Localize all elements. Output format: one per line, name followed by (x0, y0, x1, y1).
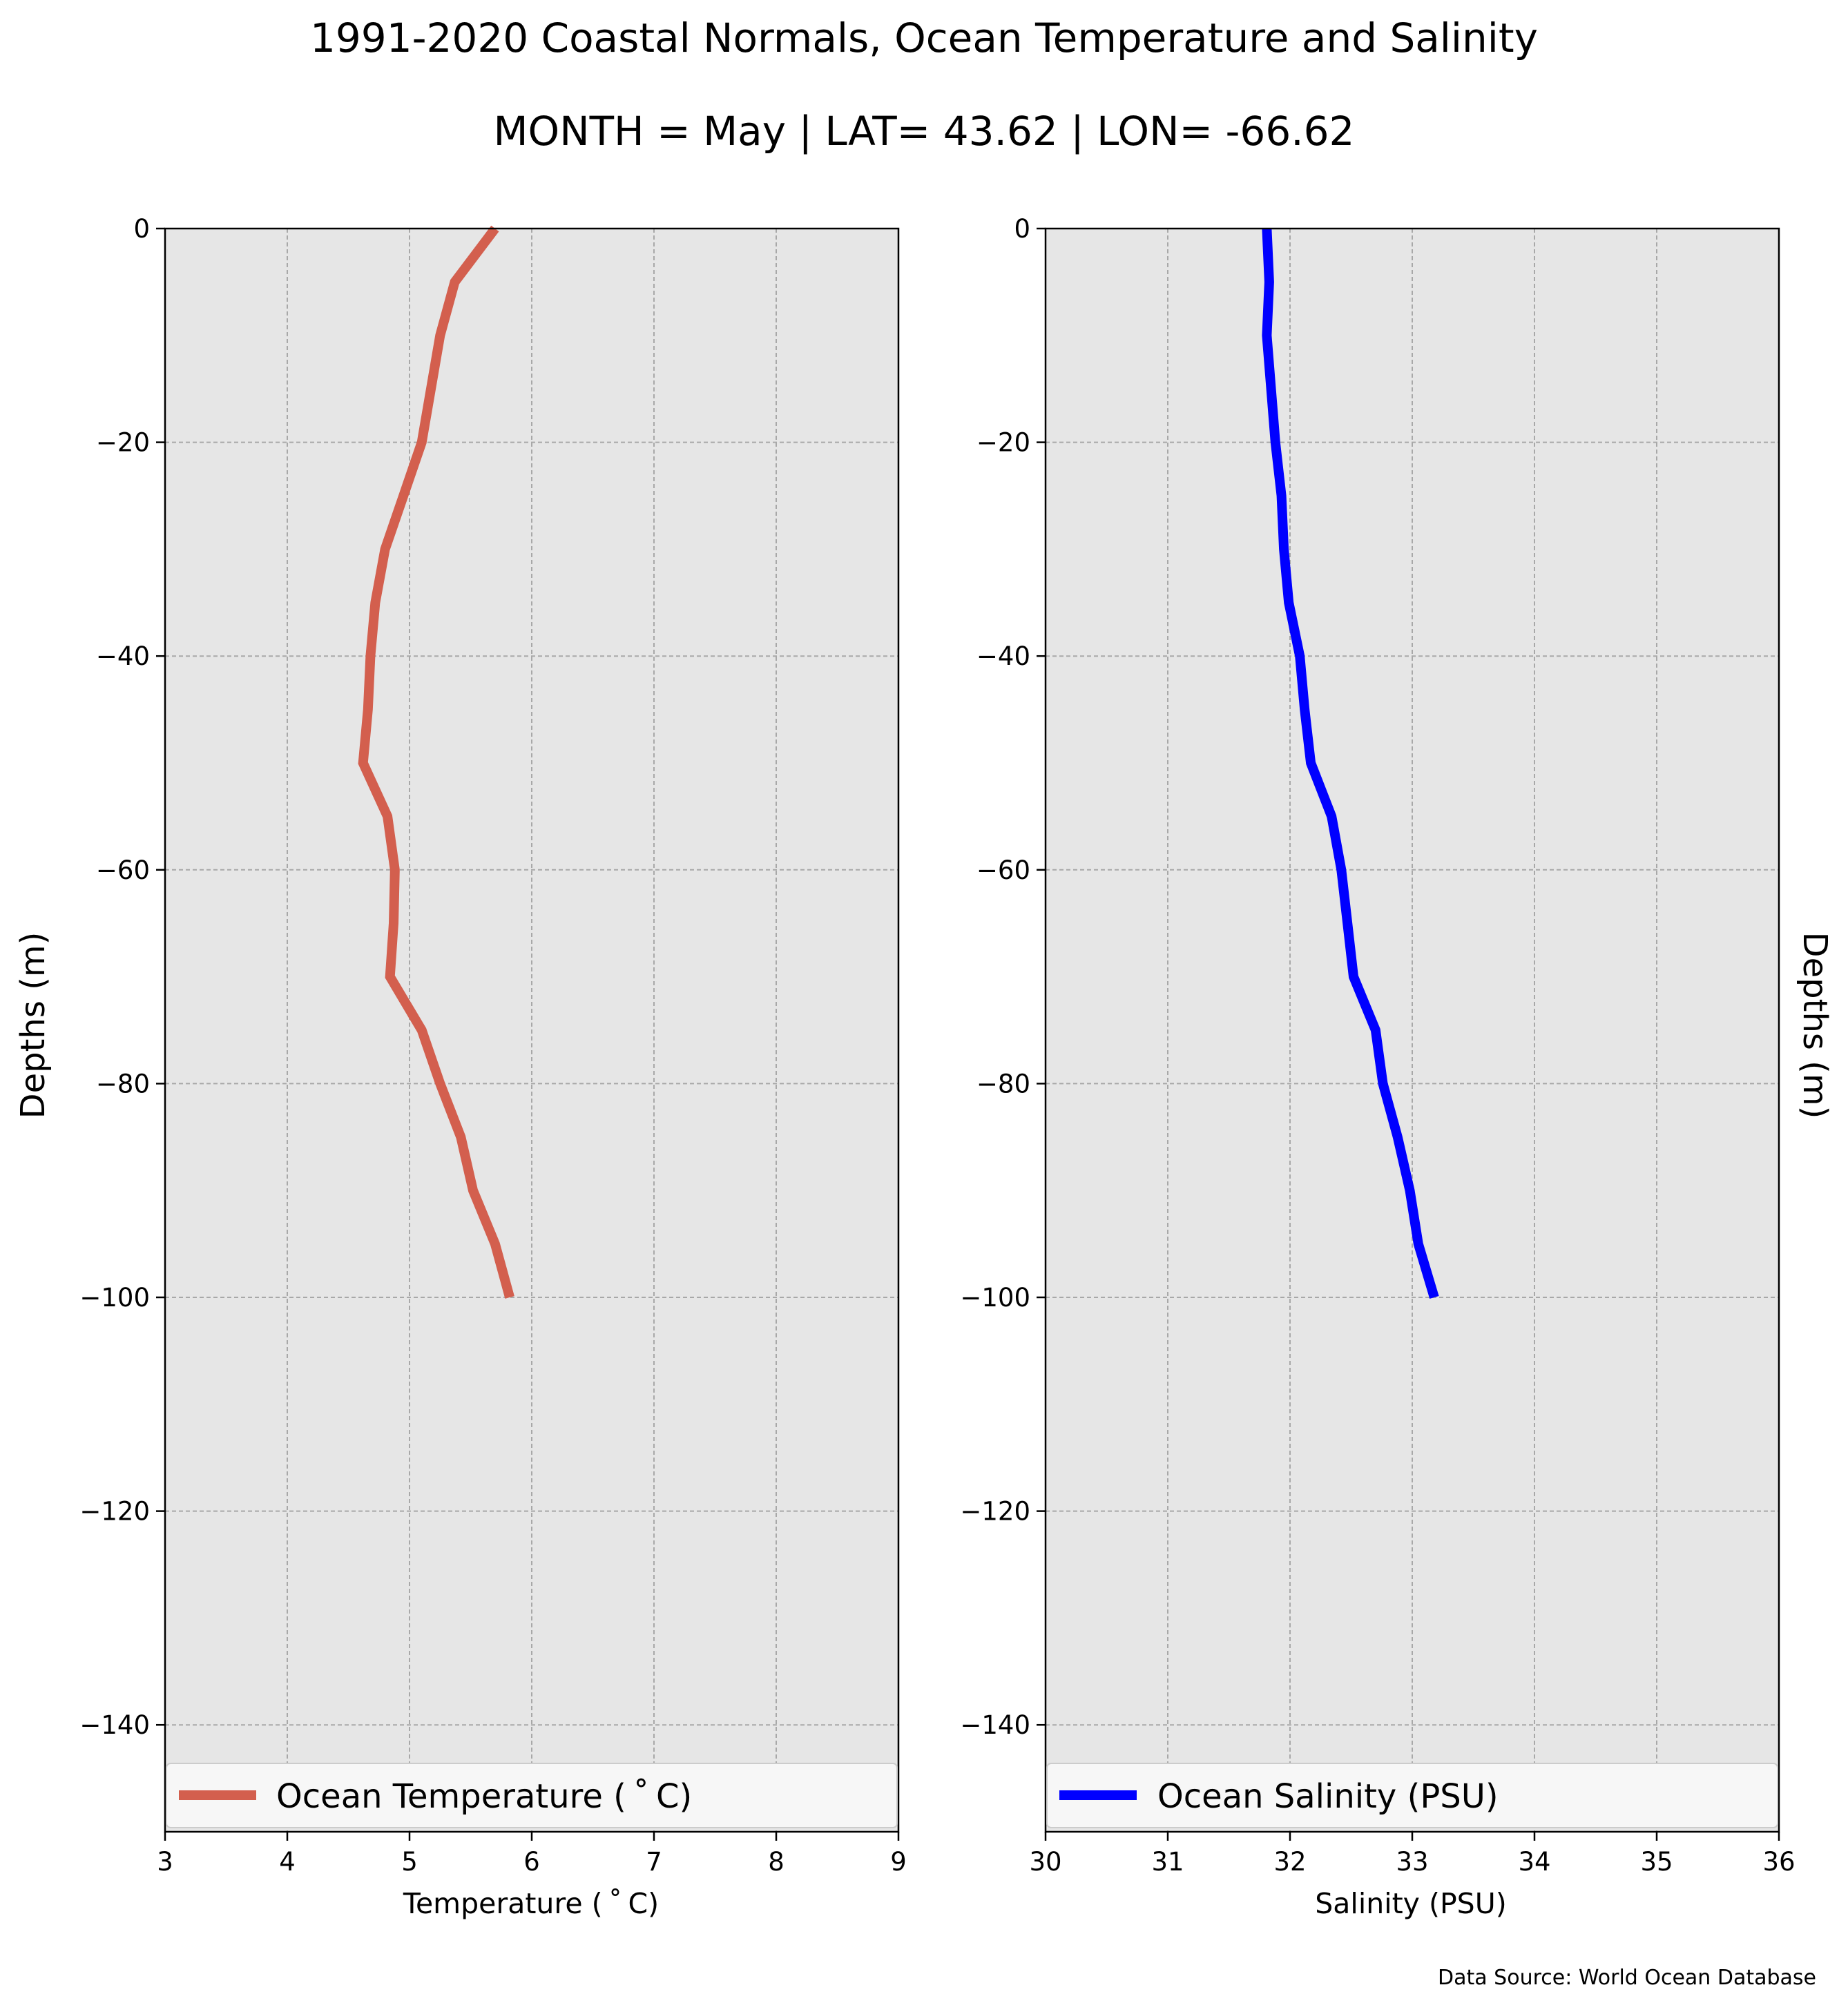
temperature-x-tick-label: 8 (768, 1847, 785, 1877)
temperature-y-tick-label: 0 (133, 214, 150, 244)
salinity-x-tick-label: 32 (1273, 1847, 1306, 1877)
salinity-y-tick-label: −100 (960, 1283, 1030, 1313)
salinity-x-axis-label: Salinity (PSU) (1315, 1887, 1506, 1920)
temperature-y-tick-label: −100 (79, 1283, 150, 1313)
temperature-x-tick-label: 3 (157, 1847, 173, 1877)
figure-subtitle: MONTH = May | LAT= 43.62 | LON= -66.62 (494, 108, 1355, 155)
temperature-x-tick-label: 4 (279, 1847, 296, 1877)
temperature-y-tick-label: −140 (79, 1710, 150, 1740)
temperature-y-tick-label: −60 (96, 855, 150, 885)
temperature-y-tick-label: −20 (96, 428, 150, 458)
salinity-y-axis-label: Depths (m) (1796, 932, 1834, 1119)
salinity-y-tick-label: −60 (976, 855, 1030, 885)
salinity-y-tick-label: 0 (1014, 214, 1030, 244)
temperature-y-tick-label: −120 (79, 1497, 150, 1527)
temperature-legend-label: Ocean Temperature ( ˚ C) (276, 1777, 692, 1816)
salinity-y-tick-label: −40 (976, 641, 1030, 671)
salinity-x-tick-label: 36 (1762, 1847, 1795, 1877)
temperature-y-tick-label: −80 (96, 1069, 150, 1099)
salinity-profile-line (1262, 228, 1439, 1299)
salinity-y-tick-label: −20 (976, 428, 1030, 458)
temperature-panel: 3 4 5 6 7 8 9 0 −20 −40 −60 −80 −100 −120 −140 (79, 214, 906, 1877)
salinity-x-tick-label: 30 (1029, 1847, 1061, 1877)
salinity-x-tick-label: 31 (1151, 1847, 1184, 1877)
salinity-legend-box (1046, 1763, 1778, 1828)
temperature-x-tick-label: 9 (890, 1847, 907, 1877)
salinity-x-tick-label: 33 (1396, 1847, 1428, 1877)
figure-title: 1991-2020 Coastal Normals, Ocean Tempera… (310, 14, 1538, 61)
salinity-x-tick-label: 34 (1518, 1847, 1550, 1877)
temperature-x-tick-label: 5 (401, 1847, 418, 1877)
temperature-legend-box (166, 1763, 898, 1828)
salinity-y-tick-label: −120 (960, 1497, 1030, 1527)
salinity-y-tick-label: −80 (976, 1069, 1030, 1099)
temperature-x-tick-label: 7 (646, 1847, 662, 1877)
salinity-y-tick-label: −140 (960, 1710, 1030, 1740)
temperature-profile-line (358, 225, 514, 1299)
temperature-y-axis-label: Depths (m) (14, 932, 52, 1119)
temperature-x-axis-label: Temperature ( ˚ C) (403, 1887, 659, 1920)
data-source-note: Data Source: World Ocean Database (1438, 1966, 1816, 1990)
salinity-legend-label: Ocean Salinity (PSU) (1157, 1777, 1499, 1816)
temperature-x-tick-label: 6 (523, 1847, 540, 1877)
salinity-x-tick-label: 35 (1640, 1847, 1673, 1877)
temperature-y-tick-label: −40 (96, 641, 150, 671)
salinity-panel: 30 31 32 33 34 35 36 0 −20 −40 −60 −80 −100 −120 −140 (960, 214, 1795, 1877)
